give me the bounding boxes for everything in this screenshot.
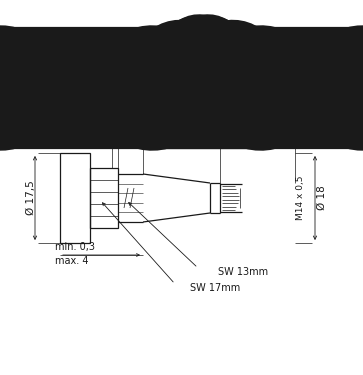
Text: 2,8: 2,8	[249, 73, 266, 83]
Text: 2,5: 2,5	[122, 73, 139, 83]
Text: max. 4: max. 4	[55, 256, 89, 266]
Text: min. 0,3: min. 0,3	[55, 242, 95, 252]
Text: 17,2: 17,2	[194, 54, 219, 64]
Text: SW 13mm: SW 13mm	[218, 267, 268, 277]
Text: 19,2: 19,2	[191, 36, 216, 46]
Text: M14 x 0,5: M14 x 0,5	[297, 176, 306, 220]
Bar	[90, 168, 118, 228]
Text: Ø 18: Ø 18	[317, 186, 327, 210]
Text: SW 17mm: SW 17mm	[190, 283, 240, 293]
Bar	[60, 153, 90, 243]
Text: Ø 17,5: Ø 17,5	[26, 181, 36, 215]
